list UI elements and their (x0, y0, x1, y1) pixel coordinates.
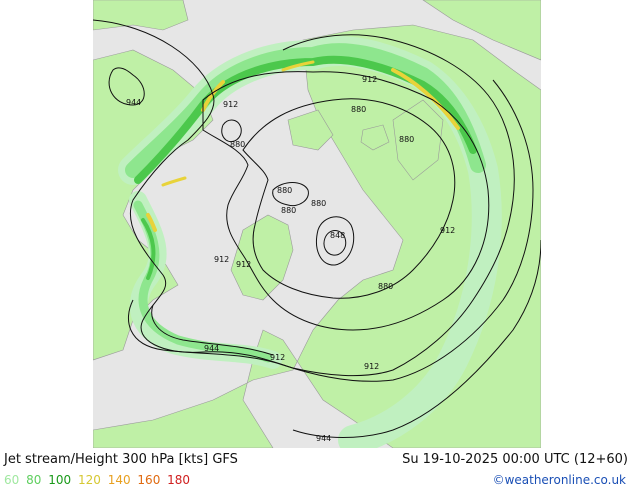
contour-label: 880 (230, 140, 245, 149)
contour-label: 912 (364, 362, 379, 371)
contour-label: 912 (223, 100, 238, 109)
contour-label: 880 (281, 206, 296, 215)
jet-stream (118, 36, 502, 448)
land-arctic-islands (287, 109, 334, 151)
land-svalbard (360, 124, 390, 151)
contour-label: 944 (126, 98, 141, 107)
contour-880-main (242, 98, 456, 299)
contour-label: 912 (236, 260, 251, 269)
legend-item-120: 120 (77, 473, 101, 487)
legend-item-160: 160 (137, 473, 161, 487)
chart-footer (0, 448, 634, 490)
contour-880-loop (221, 119, 242, 143)
land-greenland (230, 214, 294, 301)
contour-944-west (108, 67, 145, 106)
height-contours (93, 19, 541, 438)
legend-item-80: 80 (26, 473, 42, 487)
contour-880-dip (272, 182, 309, 207)
legend-item-100: 100 (48, 473, 72, 487)
chart-title: Jet stream/Height 300 hPa [kts] GFS (4, 452, 238, 467)
contour-label: 944 (204, 344, 219, 353)
forecast-datetime: Su 19-10-2025 00:00 UTC (12+60) (402, 452, 628, 467)
land-top-right (422, 0, 541, 61)
legend-item-60: 60 (4, 473, 20, 487)
contour-label: 880 (378, 282, 393, 291)
jet-stream-map: 944 912 912 880 880 880 880 880 880 848 … (93, 0, 541, 448)
contour-labels: 944 912 912 880 880 880 880 880 880 848 … (126, 75, 455, 443)
legend-item-180: 180 (167, 473, 191, 487)
jet-band-100b (141, 218, 156, 280)
contour-912-south (151, 304, 274, 356)
land-masses (93, 0, 541, 448)
jet-core-120a (391, 68, 460, 130)
jet-band-80 (125, 43, 486, 178)
contour-label: 880 (277, 186, 292, 195)
speed-legend: 60 80 100 120 140 160 180 (4, 473, 193, 487)
legend-item-140: 140 (107, 473, 131, 487)
contour-944-bottom (292, 239, 541, 438)
contour-label: 944 (316, 434, 331, 443)
contour-912-inner (202, 71, 490, 331)
contour-label: 912 (270, 353, 285, 362)
credit-link[interactable]: ©weatheronline.co.uk (492, 473, 626, 487)
jet-core-120e (161, 176, 187, 187)
contour-label: 848 (330, 231, 345, 240)
contour-label: 912 (440, 226, 455, 235)
contour-label: 912 (362, 75, 377, 84)
jet-core-120d (146, 213, 157, 232)
contour-label: 912 (214, 255, 229, 264)
jet-core-120c (281, 60, 315, 72)
contour-label: 880 (351, 105, 366, 114)
contour-848 (316, 216, 355, 266)
contour-848-inner (323, 230, 347, 256)
land-scandinavia (392, 99, 444, 181)
contour-label: 880 (399, 135, 414, 144)
land-alaska (93, 0, 189, 31)
jet-core-120b (201, 80, 225, 112)
contour-label: 880 (311, 199, 326, 208)
contour-944-south (127, 79, 534, 382)
